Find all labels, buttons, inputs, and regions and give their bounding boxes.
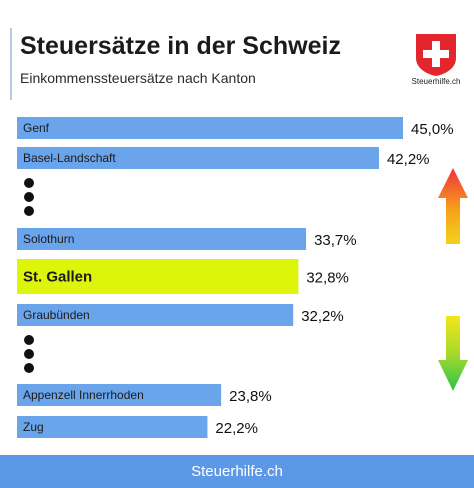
bar-appenzell-innerrhoden (17, 384, 222, 406)
bar-st-gallen (17, 259, 299, 294)
bar-chart: Genf 45,0% Basel-Landschaft 42,2% Solothurn 3… (17, 117, 468, 438)
swiss-cross-icon (416, 34, 456, 76)
footer-text: Steuerhilfe.ch (191, 463, 283, 480)
page-title: Steuersätze in der Schweiz (20, 32, 341, 60)
bar-label-solothurn: Solothurn (23, 232, 74, 246)
logo-text: Steuerhilfe.ch (411, 77, 461, 86)
ellipsis-dot-6 (24, 363, 34, 373)
value-label-st-gallen: 32,8% (306, 270, 349, 287)
value-label-appenzell-innerrhoden: 23,8% (229, 388, 272, 405)
ellipsis-dot-3 (24, 206, 34, 216)
bar-genf (17, 117, 403, 139)
ellipsis-dot-5 (24, 349, 34, 359)
bar-graub-nden (17, 304, 294, 326)
bar-basel-landschaft (17, 147, 379, 169)
value-label-genf: 45,0% (411, 121, 454, 138)
value-label-graub-nden: 32,2% (301, 308, 344, 325)
bar-solothurn (17, 228, 307, 250)
ellipsis-dot-4 (24, 335, 34, 345)
value-label-basel-landschaft: 42,2% (387, 151, 430, 168)
bar-label-genf: Genf (23, 121, 50, 135)
arrow-up-icon (438, 168, 468, 244)
bar-zug (17, 416, 208, 438)
bar-label-st-gallen: St. Gallen (23, 269, 92, 286)
bar-label-zug: Zug (23, 420, 44, 434)
page-subtitle: Einkommenssteuersätze nach Kanton (20, 70, 256, 86)
value-label-solothurn: 33,7% (314, 232, 357, 249)
bar-label-appenzell-innerrhoden: Appenzell Innerrhoden (23, 388, 144, 402)
ellipsis-dot-1 (24, 178, 34, 188)
footer-banner: Steuerhilfe.ch (0, 455, 474, 488)
arrow-down-icon (438, 316, 468, 391)
ellipsis-dot-2 (24, 192, 34, 202)
bar-label-graub-nden: Graubünden (23, 308, 90, 322)
value-label-zug: 22,2% (215, 420, 258, 437)
title-block: Steuersätze in der Schweiz Einkommensste… (10, 28, 341, 100)
bar-label-basel-landschaft: Basel-Landschaft (23, 151, 116, 165)
